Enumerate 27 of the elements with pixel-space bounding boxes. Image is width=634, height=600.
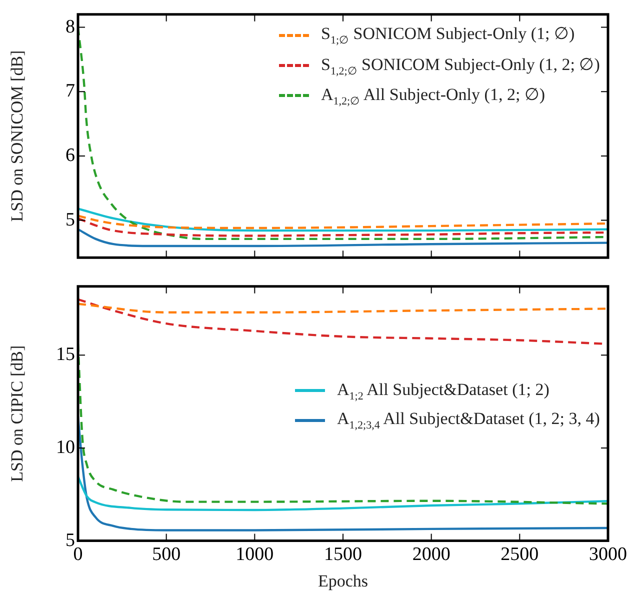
- legend-label: A$_{1,2;3,4}$ All Subject&Dataset (1, 2; 3, 4): [337, 408, 600, 432]
- y-tick-label: 8: [66, 16, 75, 38]
- y-tick-label: 15: [56, 344, 75, 366]
- line-series: [78, 228, 608, 248]
- line-series: [78, 476, 608, 512]
- x-tick-label: 2500: [500, 544, 539, 566]
- x-tick-label: 2000: [412, 544, 450, 566]
- legend-label: A$_{1,2;∅}$ All Subject-Only (1, 2; ∅): [321, 84, 546, 108]
- legend-label: S$_{1;∅}$ SONICOM Subject-Only (1; ∅): [321, 23, 575, 47]
- x-axis-title: Epochs: [318, 571, 368, 590]
- y-tick-label: 7: [66, 80, 75, 102]
- y-axis-title: LSD on CIPIC [dB]: [8, 345, 27, 482]
- x-tick-label: 500: [152, 544, 181, 566]
- legend-label: A$_{1;2}$ All Subject&Dataset (1; 2): [337, 380, 550, 402]
- y-tick-label: 10: [56, 436, 75, 458]
- y-tick-label: 5: [66, 209, 75, 230]
- line-series: [78, 214, 608, 230]
- y-tick-label: 6: [66, 144, 75, 166]
- line-series: [78, 208, 608, 232]
- x-tick-label: 3000: [589, 544, 627, 566]
- x-tick-label: 1500: [324, 544, 362, 566]
- legend-label: S$_{1,2;∅}$ SONICOM Subject-Only (1, 2; ∅): [321, 54, 600, 78]
- line-series: [78, 302, 608, 314]
- x-tick-label: 1000: [236, 544, 274, 566]
- y-tick-label: 5: [66, 530, 75, 551]
- x-tick-label: 0: [73, 544, 83, 566]
- y-axis-title: LSD on SONICOM [dB]: [8, 50, 27, 222]
